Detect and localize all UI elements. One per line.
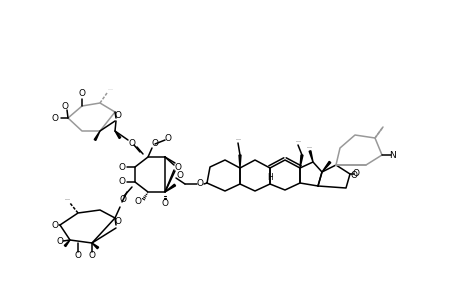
Text: O: O — [74, 250, 81, 260]
Text: ···: ··· — [107, 88, 113, 92]
Polygon shape — [299, 155, 302, 168]
Text: O: O — [128, 139, 135, 148]
Text: ···: ··· — [305, 146, 311, 151]
Polygon shape — [115, 131, 120, 139]
Text: O: O — [134, 197, 141, 206]
Text: O: O — [114, 218, 121, 226]
Text: N: N — [389, 151, 396, 160]
Text: O: O — [176, 170, 183, 179]
Text: O: O — [196, 179, 203, 188]
Text: O: O — [161, 199, 168, 208]
Text: O: O — [51, 220, 58, 230]
Text: H: H — [267, 173, 272, 182]
Polygon shape — [239, 155, 241, 168]
Text: O: O — [88, 250, 95, 260]
Text: O: O — [78, 88, 85, 98]
Text: O: O — [118, 163, 125, 172]
Text: ···: ··· — [235, 137, 241, 142]
Text: O: O — [56, 238, 63, 247]
Text: O: O — [51, 113, 58, 122]
Polygon shape — [94, 131, 100, 140]
Text: O: O — [114, 110, 121, 119]
Text: O: O — [350, 170, 357, 179]
Text: O: O — [352, 169, 359, 178]
Text: O: O — [174, 163, 181, 172]
Polygon shape — [321, 161, 330, 172]
Polygon shape — [64, 240, 70, 247]
Text: ···: ··· — [64, 197, 70, 202]
Text: O: O — [119, 196, 126, 205]
Polygon shape — [92, 243, 98, 249]
Text: O: O — [62, 101, 68, 110]
Polygon shape — [308, 151, 312, 162]
Text: O: O — [151, 139, 158, 148]
Text: ···: ··· — [294, 140, 300, 145]
Text: O: O — [118, 178, 125, 187]
Polygon shape — [165, 184, 175, 192]
Text: O: O — [164, 134, 171, 142]
